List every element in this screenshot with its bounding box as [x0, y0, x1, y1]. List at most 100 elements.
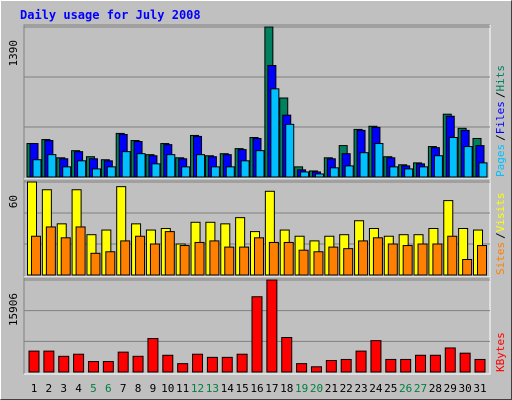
bar	[419, 166, 429, 178]
bar	[87, 361, 99, 373]
bar	[474, 358, 486, 373]
x-tick-label: 16	[250, 382, 263, 395]
legend-entry: Sites	[494, 242, 507, 275]
x-tick-label: 11	[176, 382, 189, 395]
bar	[106, 166, 116, 178]
x-tick-label: 15	[236, 382, 249, 395]
bar	[404, 168, 414, 178]
bar	[268, 241, 279, 276]
y-tick-label: 15906	[7, 293, 20, 326]
bar	[179, 245, 190, 276]
bar	[45, 226, 56, 276]
bar	[62, 166, 72, 178]
x-tick-label: 10	[161, 382, 174, 395]
x-tick-label: 21	[325, 382, 338, 395]
x-tick-label: 20	[310, 382, 323, 395]
x-tick-label: 13	[206, 382, 219, 395]
bar	[415, 354, 427, 373]
axis-label: Sites /Visits	[494, 193, 507, 276]
x-tick-label: 5	[90, 382, 97, 395]
bar	[344, 165, 354, 178]
bar	[192, 353, 204, 373]
bar	[462, 259, 473, 276]
bar	[254, 237, 264, 276]
bar	[433, 155, 443, 178]
bar	[221, 356, 233, 373]
bar	[136, 153, 146, 178]
bar	[206, 356, 218, 373]
bar	[166, 154, 176, 178]
x-tick-label: 26	[399, 382, 412, 395]
bar	[313, 251, 324, 276]
x-tick-label: 29	[444, 382, 457, 395]
x-tick-label: 1	[31, 382, 38, 395]
y-tick-label: 1390	[7, 40, 20, 67]
chart-title: Daily usage for July 2008	[20, 8, 201, 22]
x-tick-label: 2	[46, 382, 53, 395]
bar	[429, 354, 441, 373]
bar	[73, 353, 85, 373]
bar	[60, 237, 71, 276]
bar	[400, 358, 412, 373]
bar	[90, 252, 101, 276]
bar	[432, 243, 443, 276]
bar	[459, 352, 471, 373]
legend-entry: Visits	[494, 193, 507, 233]
panel-bevel	[24, 25, 491, 180]
bar	[236, 353, 248, 373]
bar	[209, 240, 220, 276]
bar	[58, 355, 70, 373]
bar	[478, 162, 488, 178]
panel-bevel	[23, 277, 490, 374]
bar	[91, 168, 101, 178]
bar	[149, 243, 160, 276]
bar	[28, 350, 40, 373]
panel-bevel	[23, 24, 490, 179]
bar	[477, 245, 487, 276]
bar	[325, 360, 337, 373]
x-tick-label: 17	[265, 382, 278, 395]
bar	[194, 241, 205, 276]
bar	[132, 355, 144, 373]
bar	[32, 159, 42, 178]
bar	[447, 235, 458, 276]
bar	[374, 143, 384, 178]
bar	[417, 243, 428, 276]
x-tick-label: 9	[150, 382, 157, 395]
panel-bevel	[24, 180, 491, 278]
x-tick-label: 18	[280, 382, 293, 395]
bar	[117, 351, 129, 373]
x-tick-label: 8	[135, 382, 142, 395]
bar	[102, 361, 114, 373]
bar	[270, 88, 280, 178]
bar	[135, 235, 146, 276]
bar	[77, 160, 87, 178]
legend-entry: KBytes	[494, 332, 507, 372]
bar	[43, 350, 55, 373]
bar	[47, 154, 57, 178]
bar	[463, 146, 473, 178]
bar	[389, 166, 399, 178]
bar	[402, 245, 413, 276]
bar	[210, 166, 220, 178]
legend-entry: Hits	[494, 65, 507, 92]
bar	[283, 241, 294, 276]
bar	[444, 347, 456, 373]
bar	[181, 166, 191, 178]
bar	[448, 137, 458, 178]
bar	[355, 350, 367, 373]
bar	[164, 231, 175, 276]
x-tick-label: 23	[354, 382, 367, 395]
bar	[343, 248, 354, 276]
axis-label: KBytes	[494, 332, 507, 372]
x-tick-label: 24	[369, 382, 383, 395]
bar	[266, 279, 278, 373]
bar	[31, 235, 41, 276]
bar	[120, 240, 131, 276]
axis-label: Pages/Files/Hits	[494, 65, 507, 177]
legend-separator: /	[494, 232, 507, 239]
y-tick-label: 60	[7, 195, 20, 208]
bar	[105, 251, 116, 276]
